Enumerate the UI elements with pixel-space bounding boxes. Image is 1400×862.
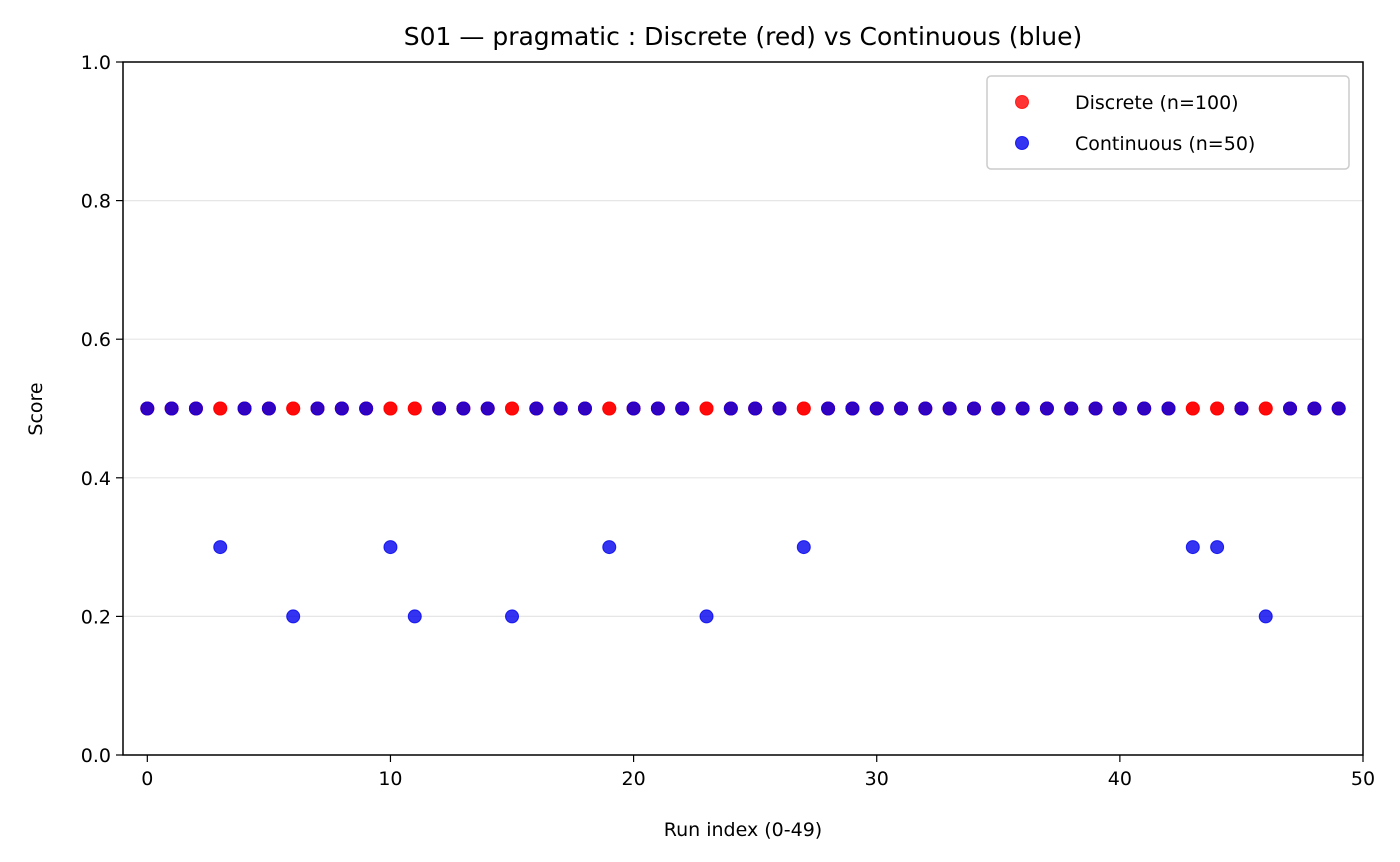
- continuous-point: [1234, 401, 1249, 416]
- discrete-point: [505, 401, 520, 416]
- legend: Discrete (n=100) Continuous (n=50): [986, 75, 1350, 170]
- continuous-point: [140, 401, 155, 416]
- continuous-point: [966, 401, 981, 416]
- data-points: [140, 401, 1346, 624]
- continuous-point: [1258, 609, 1273, 624]
- axis-ticks: 0.0 0.2 0.4 0.6 0.8 1.0 0 10 20 30 40 50: [81, 52, 1375, 790]
- x-tick-label: 40: [1108, 768, 1132, 790]
- continuous-point: [772, 401, 787, 416]
- discrete-point: [1258, 401, 1273, 416]
- y-tick-label: 0.4: [81, 468, 111, 490]
- x-tick-label: 30: [865, 768, 889, 790]
- continuous-point: [237, 401, 252, 416]
- continuous-point: [748, 401, 763, 416]
- y-tick-label: 0.8: [81, 191, 111, 213]
- continuous-point: [261, 401, 276, 416]
- discrete-point: [213, 401, 228, 416]
- plot-frame: [122, 61, 1364, 756]
- continuous-point: [1185, 540, 1200, 555]
- continuous-point: [942, 401, 957, 416]
- y-tick-label: 0.2: [81, 606, 111, 628]
- discrete-point: [407, 401, 422, 416]
- continuous-point: [723, 401, 738, 416]
- continuous-point: [188, 401, 203, 416]
- y-tick-label: 1.0: [81, 52, 111, 74]
- x-tick-label: 50: [1351, 768, 1375, 790]
- discrete-point: [699, 401, 714, 416]
- continuous-point: [796, 540, 811, 555]
- continuous-point: [577, 401, 592, 416]
- legend-label-discrete: Discrete (n=100): [1075, 92, 1239, 114]
- continuous-point: [553, 401, 568, 416]
- continuous-point: [432, 401, 447, 416]
- continuous-point: [1112, 401, 1127, 416]
- legend-marker-discrete: [1015, 95, 1029, 109]
- x-tick-label: 10: [378, 768, 402, 790]
- discrete-point: [602, 401, 617, 416]
- continuous-point: [675, 401, 690, 416]
- continuous-point: [845, 401, 860, 416]
- y-axis-label: Score: [25, 382, 47, 435]
- legend-label-continuous: Continuous (n=50): [1075, 133, 1255, 155]
- continuous-point: [1331, 401, 1346, 416]
- continuous-point: [1137, 401, 1152, 416]
- continuous-point: [991, 401, 1006, 416]
- continuous-point: [1210, 540, 1225, 555]
- continuous-point: [1064, 401, 1079, 416]
- continuous-point: [286, 609, 301, 624]
- continuous-point: [213, 540, 228, 555]
- continuous-point: [164, 401, 179, 416]
- x-axis-label: Run index (0-49): [664, 819, 822, 841]
- continuous-point: [480, 401, 495, 416]
- discrete-point: [286, 401, 301, 416]
- continuous-point: [894, 401, 909, 416]
- legend-marker-continuous: [1015, 136, 1029, 150]
- continuous-point: [505, 609, 520, 624]
- continuous-point: [383, 540, 398, 555]
- continuous-point: [334, 401, 349, 416]
- continuous-point: [1307, 401, 1322, 416]
- legend-box: [986, 75, 1350, 170]
- continuous-point: [602, 540, 617, 555]
- discrete-point: [1210, 401, 1225, 416]
- continuous-point: [918, 401, 933, 416]
- x-tick-label: 20: [621, 768, 645, 790]
- continuous-point: [529, 401, 544, 416]
- continuous-point: [310, 401, 325, 416]
- continuous-point: [359, 401, 374, 416]
- y-tick-label: 0.6: [81, 329, 111, 351]
- continuous-point: [456, 401, 471, 416]
- continuous-point: [1039, 401, 1054, 416]
- discrete-point: [383, 401, 398, 416]
- y-tick-label: 0.0: [81, 745, 111, 767]
- continuous-point: [821, 401, 836, 416]
- continuous-point: [650, 401, 665, 416]
- continuous-point: [699, 609, 714, 624]
- discrete-point: [1185, 401, 1200, 416]
- continuous-point: [1283, 401, 1298, 416]
- continuous-point: [407, 609, 422, 624]
- continuous-point: [626, 401, 641, 416]
- continuous-point: [1088, 401, 1103, 416]
- x-tick-label: 0: [141, 768, 153, 790]
- continuous-point: [869, 401, 884, 416]
- chart-title: S01 — pragmatic : Discrete (red) vs Cont…: [404, 22, 1083, 51]
- discrete-point: [796, 401, 811, 416]
- continuous-point: [1161, 401, 1176, 416]
- continuous-point: [1015, 401, 1030, 416]
- grid-lines: [123, 200, 1363, 618]
